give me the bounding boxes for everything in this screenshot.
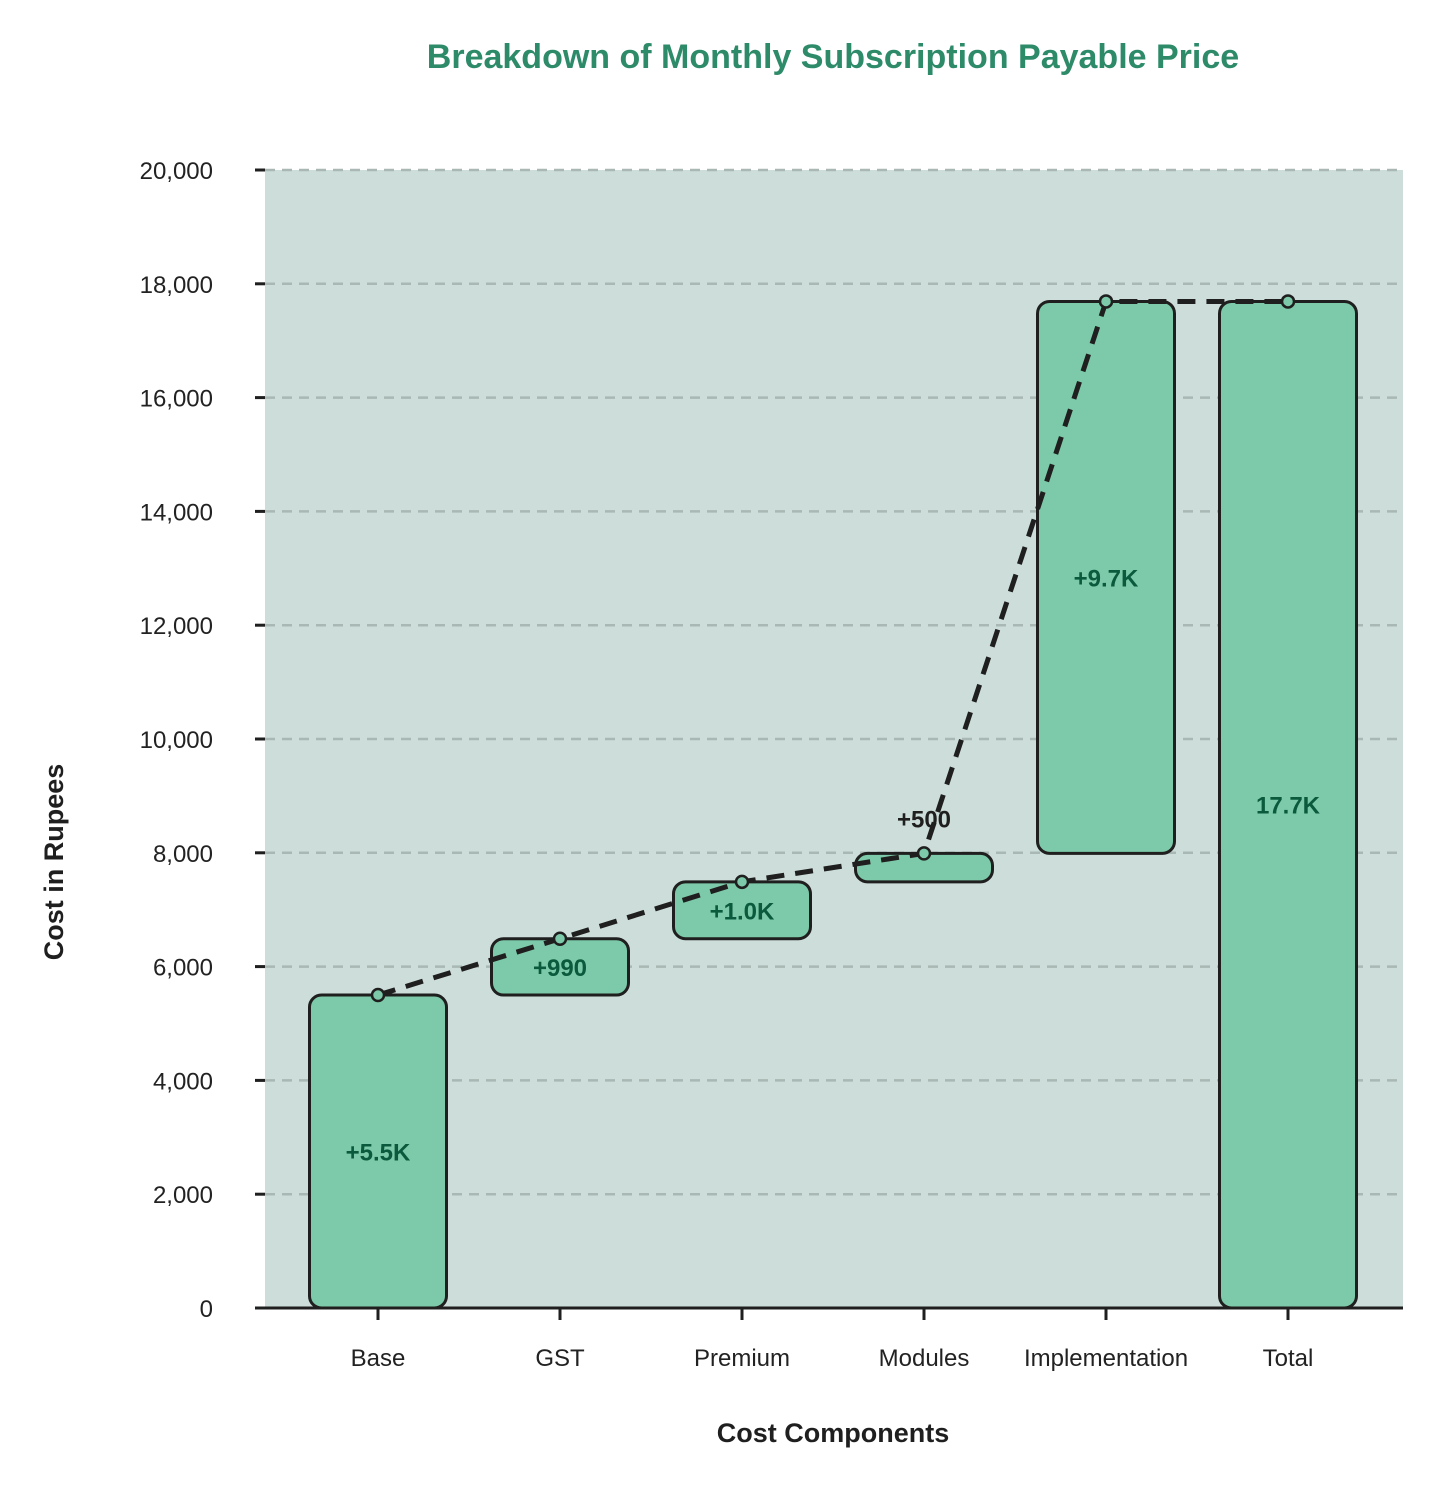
connector-point-total bbox=[1280, 294, 1296, 309]
bar-label-implementation: +9.7K bbox=[1074, 565, 1139, 592]
bar-label-gst: +990 bbox=[533, 955, 587, 982]
y-tick-label-4000: 4,000 bbox=[153, 1068, 213, 1095]
y-axis-title: Cost in Rupees bbox=[39, 764, 69, 961]
connector-point-modules bbox=[916, 846, 932, 861]
bar-label-total: 17.7K bbox=[1256, 793, 1321, 820]
bar-label-modules: +500 bbox=[897, 806, 951, 833]
connector-point-premium bbox=[734, 874, 750, 890]
x-tick-label-implementation: Implementation bbox=[1024, 1345, 1188, 1372]
y-tick-label-10000: 10,000 bbox=[140, 727, 213, 754]
y-tick-label-2000: 2,000 bbox=[153, 1182, 213, 1209]
chart-title: Breakdown of Monthly Subscription Payabl… bbox=[427, 38, 1239, 76]
bar-label-base: +5.5K bbox=[346, 1140, 411, 1167]
connector-path bbox=[377, 298, 1288, 998]
x-axis-title: Cost Components bbox=[717, 1418, 950, 1448]
x-tick-label-gst: GST bbox=[535, 1345, 585, 1372]
x-tick-label-premium: Premium bbox=[694, 1345, 790, 1372]
y-tick-label-16000: 16,000 bbox=[140, 386, 213, 413]
connector-point-gst bbox=[552, 931, 568, 946]
y-tick-label-0: 0 bbox=[200, 1296, 213, 1323]
y-tick-label-8000: 8,000 bbox=[153, 841, 213, 868]
y-tick-label-12000: 12,000 bbox=[140, 613, 213, 640]
y-tick-label-18000: 18,000 bbox=[140, 272, 213, 299]
connector-point-implementation bbox=[1098, 294, 1114, 309]
bar-labels: +5.5K +990 +1.0K +500 +9.7K 17.7K bbox=[346, 565, 1321, 1166]
y-tick-label-14000: 14,000 bbox=[140, 499, 213, 526]
bar-label-premium: +1.0K bbox=[710, 898, 775, 925]
connector-lines bbox=[370, 294, 1296, 1003]
x-tick-label-base: Base bbox=[351, 1345, 406, 1372]
axes: 0 2,000 4,000 6,000 8,000 10,000 12,000 14,000 1… bbox=[140, 158, 1403, 1372]
x-tick-label-total: Total bbox=[1263, 1345, 1314, 1372]
y-tick-label-20000: 20,000 bbox=[140, 158, 213, 185]
y-tick-label-6000: 6,000 bbox=[153, 955, 213, 982]
x-tick-label-modules: Modules bbox=[879, 1345, 970, 1372]
connector-point-base bbox=[370, 987, 386, 1003]
grid-lines bbox=[265, 168, 1403, 1196]
